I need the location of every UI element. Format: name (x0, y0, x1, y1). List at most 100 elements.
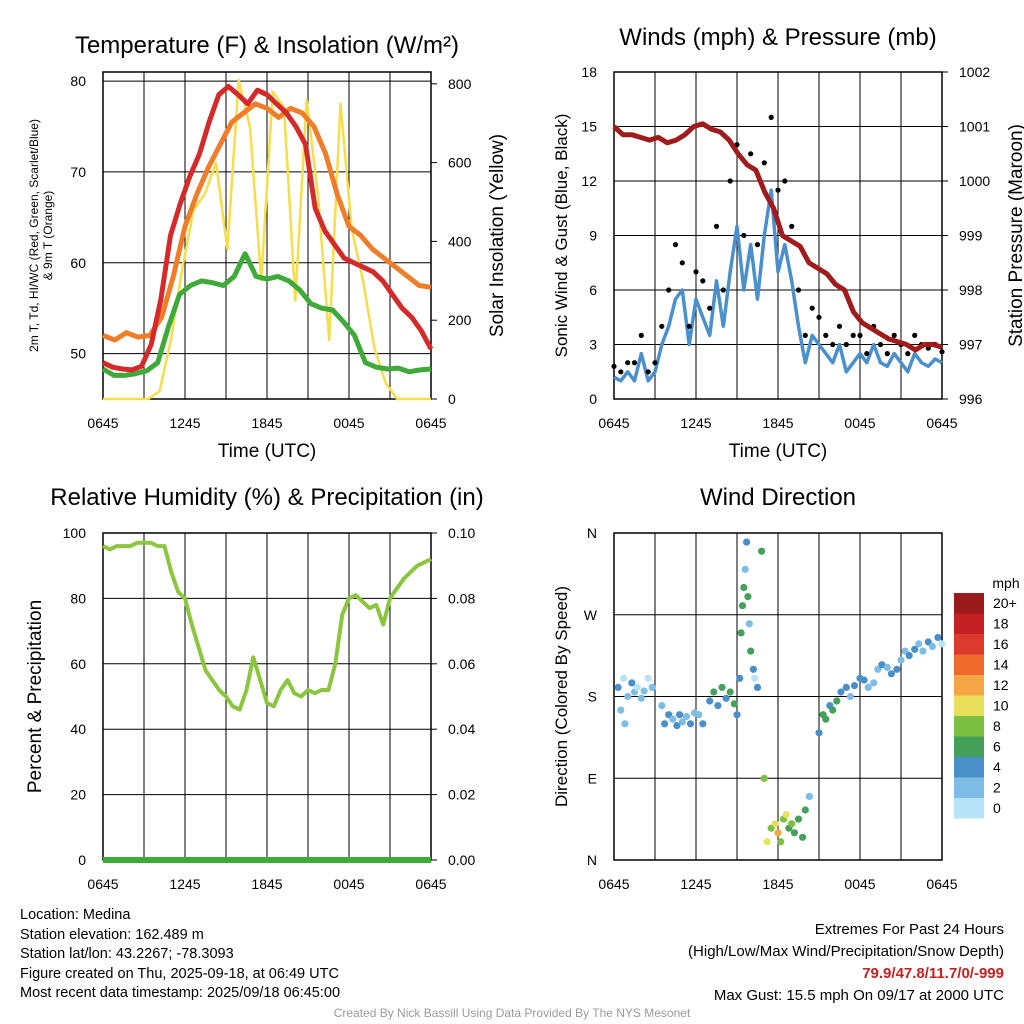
gust-point (611, 363, 617, 369)
direction-point (777, 838, 785, 846)
direction-point (846, 692, 855, 701)
gust-point (836, 323, 843, 329)
y-tick-label: 6 (589, 282, 597, 298)
y-tick-label: 60 (70, 656, 86, 672)
direction-point (805, 792, 814, 801)
y-tick-label: 15 (581, 119, 597, 135)
legend-label: 0 (993, 800, 1001, 816)
direction-point (686, 720, 695, 728)
legend-label: 18 (993, 616, 1009, 632)
direction-point (644, 674, 652, 682)
y-axis-label: Percent & Precipitation (25, 600, 46, 793)
y-tick-label: 100 (63, 525, 87, 541)
y-tick-label: 18 (581, 64, 597, 80)
direction-point (801, 806, 809, 814)
y-tick-label: 12 (581, 173, 597, 189)
direction-point (658, 702, 666, 710)
gust-point (645, 369, 651, 375)
series-line-station-pressure (612, 121, 943, 353)
direction-point (749, 665, 758, 673)
gust-point (802, 332, 808, 338)
gust-point (666, 287, 672, 293)
direction-point (678, 718, 686, 726)
direction-point (710, 688, 718, 696)
y-axis-label-line2: & 9m T (Orange) (41, 191, 55, 281)
y-tick-label: 80 (70, 590, 86, 606)
direction-point (790, 829, 799, 837)
x-tick-label: 1845 (762, 876, 793, 892)
y2-axis-label: Solar Insolation (Yellow) (487, 134, 508, 337)
gust-point (795, 287, 802, 293)
legend-swatch (954, 736, 984, 757)
direction-point (743, 538, 751, 546)
gust-point (748, 151, 754, 157)
most-recent-timestamp: Most recent data timestamp: 2025/09/18 0… (20, 985, 341, 1001)
legend-swatch (954, 593, 984, 614)
direction-point (794, 815, 803, 823)
y2-tick-label: 1000 (959, 173, 990, 189)
gust-point (679, 260, 685, 266)
y-axis-label: Direction (Colored By Speed) (552, 586, 571, 807)
direction-point (637, 694, 645, 702)
x-tick-label: 0645 (87, 876, 118, 892)
chart-title: Winds (mph) & Pressure (mb) (619, 24, 936, 51)
direction-point (682, 712, 691, 721)
y2-axis-label: Station Pressure (Maroon) (1006, 124, 1024, 347)
gust-point (843, 341, 849, 348)
direction-point (919, 647, 927, 655)
direction-point (928, 642, 937, 651)
gust-point (720, 287, 726, 293)
y2-tick-label: 996 (959, 391, 983, 407)
direction-point (718, 683, 726, 692)
y-tick-label: 0 (589, 391, 597, 407)
direction-point (676, 711, 684, 719)
direction-point (788, 820, 796, 828)
gust-point (693, 269, 699, 275)
direction-point (887, 670, 896, 678)
direction-point (736, 674, 744, 682)
legend-swatch (954, 634, 984, 655)
direction-point (860, 676, 868, 684)
legend-label: 8 (993, 718, 1001, 734)
direction-point (837, 688, 845, 696)
y2-tick-label: 999 (959, 228, 983, 244)
direction-point (911, 645, 919, 653)
gust-point (638, 332, 644, 338)
y2-tick-label: 0.10 (448, 525, 475, 541)
credit-line: Created By Nick Bassill Using Data Provi… (333, 1006, 691, 1020)
gust-point (816, 314, 822, 320)
gust-point (857, 332, 863, 338)
y-tick-label: 70 (70, 164, 86, 180)
gust-point (782, 178, 788, 184)
gust-point (789, 223, 795, 229)
gust-point (707, 305, 713, 311)
gust-point (912, 332, 918, 338)
gust-point (741, 232, 747, 239)
y2-tick-label: 0.04 (448, 721, 475, 737)
meteogram-figure: 0645 1245 1845 0045 0645 Temperature (F) & In… (25, 24, 1024, 892)
series-line-relative-humidity (102, 540, 432, 712)
direction-point (669, 715, 677, 723)
x-tick-label: 1845 (251, 415, 282, 431)
direction-point (730, 700, 738, 708)
x-tick-label: 1845 (762, 415, 793, 431)
direction-point (833, 697, 841, 705)
direction-point (741, 565, 749, 573)
gust-point (625, 360, 631, 366)
legend-swatch (954, 777, 984, 798)
direction-point (624, 692, 632, 701)
direction-point (661, 720, 669, 728)
gust-point (727, 178, 733, 184)
y-tick-label: 3 (589, 337, 597, 353)
chart-title: Wind Direction (700, 484, 856, 511)
x-tick-label: 0045 (844, 876, 875, 892)
series-line-2m-t (101, 84, 434, 373)
gust-point (864, 351, 870, 357)
legend-label: 12 (993, 677, 1009, 693)
x-tick-label: 1245 (169, 415, 200, 431)
x-tick-label: 0645 (926, 876, 957, 892)
direction-point (822, 715, 830, 723)
direction-point (799, 833, 807, 841)
gust-point (761, 160, 767, 166)
direction-point (758, 547, 766, 555)
